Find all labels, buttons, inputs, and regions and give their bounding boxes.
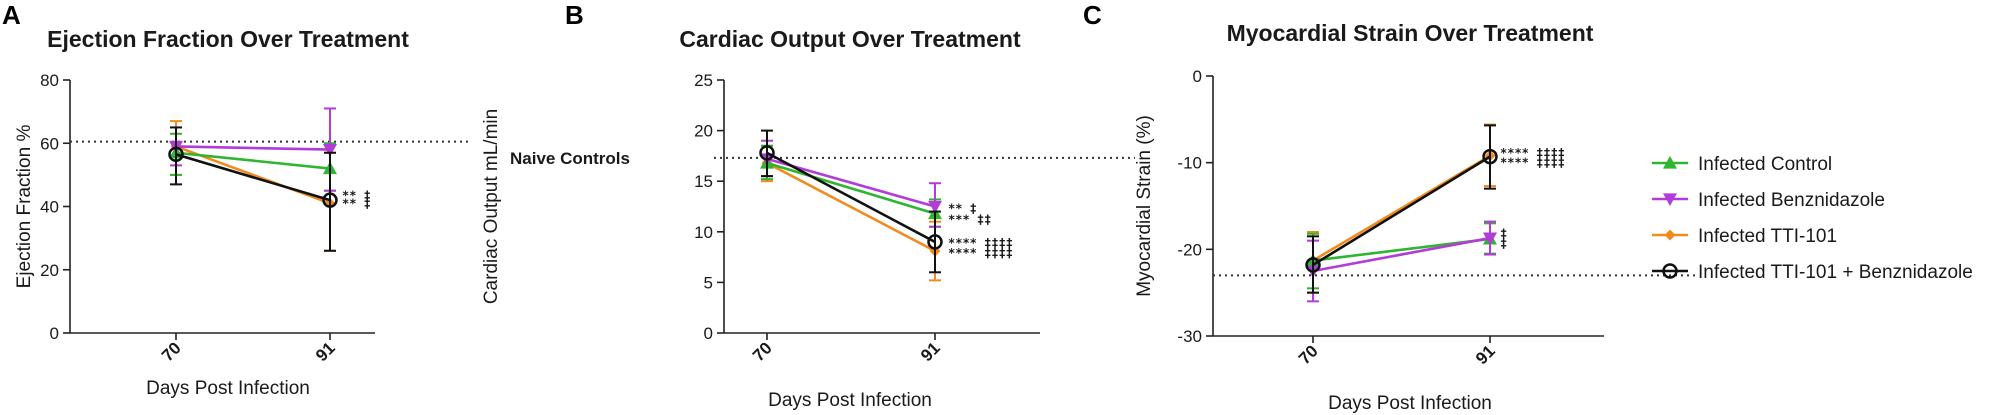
y-tick-label: -10	[1177, 154, 1202, 173]
x-axis-label: Days Post Infection	[146, 378, 310, 399]
y-tick-label: 0	[704, 324, 713, 343]
significance-annotation: **** ‡‡‡‡	[1500, 156, 1565, 170]
y-tick-label: 20	[694, 122, 713, 141]
series-infected-benznidazole	[760, 139, 942, 228]
series-line	[766, 151, 936, 244]
significance-annotation: **** ‡‡‡‡	[948, 246, 1013, 260]
legend-item-infected-control: Infected Control	[1652, 154, 1832, 175]
data-point	[1305, 257, 1321, 273]
panel-letter-c: C	[1083, 0, 1102, 30]
panel-letter-a: A	[2, 0, 21, 30]
series-line	[175, 153, 331, 202]
series-infected-tti-101	[170, 120, 336, 252]
legend-label: Infected Benznidazole	[1698, 190, 1885, 211]
y-tick-label: 60	[40, 134, 59, 153]
chart-title: Cardiac Output Over Treatment	[679, 26, 1021, 52]
data-point	[168, 146, 184, 163]
legend-item-infected-tti-101-benznidazole: Infected TTI-101 + Benznidazole	[1652, 262, 1973, 283]
chart-myocardial-strain: Myocardial Strain Over Treatment -30 -20 -1…	[1134, 20, 1699, 414]
significance-annotation: **** ‡‡‡‡	[1500, 146, 1565, 160]
y-tick-label: -30	[1177, 327, 1202, 346]
series-line	[175, 151, 331, 170]
legend-marker	[1663, 156, 1677, 169]
y-tick-label: 5	[704, 273, 713, 292]
series-infected-tti-101-benznidazole	[168, 126, 338, 252]
chart-cardiac-output: Cardiac Output Over Treatment 0 5 10 15 20 25 7…	[481, 26, 1135, 411]
x-axis-label: Days Post Infection	[1328, 393, 1492, 414]
data-point	[322, 192, 338, 208]
y-tick-label: 10	[694, 223, 713, 242]
y-tick-label: -20	[1177, 240, 1202, 259]
legend-item-infected-tti-101: Infected TTI-101	[1652, 226, 1837, 247]
y-tick-label: 0	[50, 324, 59, 343]
legend-marker	[1662, 263, 1678, 279]
series-line	[1312, 236, 1491, 273]
significance-annotation: ** ‡	[342, 188, 371, 202]
y-tick-label: 25	[694, 71, 713, 90]
panel-letter-b: B	[565, 0, 584, 30]
reference-line-label: Naive Controls	[510, 149, 630, 168]
legend-label: Infected Control	[1698, 154, 1832, 175]
series-line	[766, 161, 936, 215]
significance-annotation: *** ‡‡	[948, 213, 991, 227]
y-axis-label: Ejection Fraction %	[14, 125, 35, 289]
data-point	[323, 143, 337, 157]
legend-marker	[1664, 229, 1676, 241]
x-tick-label: 70	[749, 338, 776, 365]
significance-annotation: ** ‡	[948, 202, 977, 216]
y-axis-label: Myocardial Strain (%)	[1134, 115, 1155, 297]
data-point	[928, 200, 942, 214]
y-tick-label: 80	[40, 71, 59, 90]
chart-ejection-fraction: Ejection Fraction Over Treatment 0 20 40 60 8…	[14, 26, 470, 399]
y-tick-label: 15	[694, 172, 713, 191]
x-axis-label: Days Post Infection	[768, 390, 932, 411]
significance-annotation: ‡	[1500, 227, 1507, 241]
chart-title: Myocardial Strain Over Treatment	[1227, 20, 1594, 46]
data-point	[759, 145, 775, 161]
significance-annotation: ‡	[1500, 236, 1507, 250]
y-tick-label: 0	[1193, 67, 1202, 86]
chart-title: Ejection Fraction Over Treatment	[47, 26, 409, 52]
x-tick-label: 91	[917, 338, 944, 365]
data-point	[1483, 232, 1497, 246]
data-point	[927, 234, 943, 250]
x-tick-label: 91	[312, 338, 339, 365]
legend-label: Infected TTI-101 + Benznidazole	[1698, 262, 1973, 283]
legend-item-infected-benznidazole: Infected Benznidazole	[1652, 190, 1885, 211]
x-tick-label: 70	[158, 338, 185, 365]
x-tick-label: 70	[1295, 341, 1322, 368]
legend-marker	[1663, 193, 1677, 206]
data-point	[1482, 148, 1498, 165]
series-infected-tti-101-benznidazole	[759, 129, 943, 274]
x-tick-label: 91	[1472, 341, 1499, 368]
y-tick-label: 40	[40, 198, 59, 217]
legend: Infected Control Infected Benznidazole Inf…	[1652, 154, 1973, 283]
legend-label: Infected TTI-101	[1698, 226, 1837, 247]
y-axis-label: Cardiac Output mL/min	[481, 109, 502, 304]
significance-annotation: **** ‡‡‡‡	[948, 236, 1013, 250]
series-infected-tti-101-benznidazole	[1305, 124, 1498, 294]
significance-annotation: ** ‡	[342, 196, 371, 210]
y-tick-label: 20	[40, 261, 59, 280]
series-line	[175, 145, 331, 151]
series-line	[766, 161, 936, 253]
series-infected-benznidazole	[1306, 220, 1497, 303]
series-line	[1312, 155, 1491, 267]
